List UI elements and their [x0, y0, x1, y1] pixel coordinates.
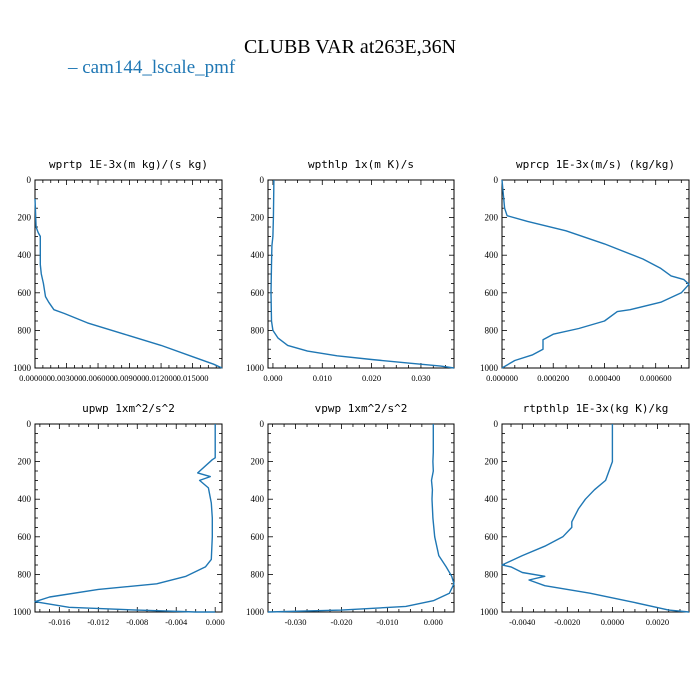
subplot-1: wprtp 1E-3x(m kg)/(s kg) 0 200 400 600 800 100… — [13, 158, 223, 383]
x-tick-label: 0.010 — [313, 373, 332, 383]
x-tick-label: -0.020 — [330, 617, 352, 627]
legend: – cam144_lscale_pmf — [68, 57, 235, 79]
y-tick-label: 0 — [27, 419, 32, 429]
y-tick-label: 0 — [494, 175, 499, 185]
x-tick-label: 0.009000 — [114, 373, 146, 383]
y-tick-label: 600 — [485, 532, 499, 542]
legend-label: cam144_lscale_pmf — [82, 57, 236, 78]
y-tick-label: 400 — [251, 494, 265, 504]
series-line — [34, 424, 216, 613]
series-line — [501, 424, 690, 613]
y-tick-label: 200 — [18, 457, 32, 467]
x-tick-label: -0.008 — [126, 617, 148, 627]
y-tick-label: 200 — [18, 213, 32, 223]
x-tick-label: 0.000 — [263, 373, 282, 383]
y-tick-label: 1000 — [13, 363, 32, 373]
subplot-6: rtpthlp 1E-3x(kg K)/kg02004006008001000-… — [480, 402, 690, 627]
x-tick-label: 0.0020 — [646, 617, 669, 627]
x-tick-label: 0.020 — [362, 373, 381, 383]
plot-frame — [501, 423, 690, 613]
y-tick-label: 1000 — [480, 363, 499, 373]
y-tick-label: 0 — [27, 175, 32, 185]
y-tick-label: 800 — [251, 569, 265, 579]
y-tick-label: 400 — [18, 494, 32, 504]
subplot-title: wprcp 1E-3x(m/s) (kg/kg) — [516, 158, 675, 171]
subplot-title: upwp 1xm^2/s^2 — [82, 402, 175, 415]
x-tick-label: 0.030 — [411, 373, 430, 383]
x-tick-label: 0.000200 — [537, 373, 569, 383]
y-tick-label: 1000 — [246, 363, 265, 373]
x-tick-label: 0.000 — [206, 617, 225, 627]
subplot-title: wpthlp 1x(m K)/s — [308, 158, 414, 171]
x-tick-label: 0.000400 — [589, 373, 621, 383]
y-tick-label: 1000 — [480, 607, 499, 617]
y-tick-label: 0 — [494, 419, 499, 429]
subplot-3: wprcp 1E-3x(m/s) (kg/kg) 0 200 400 600 800 100… — [480, 158, 690, 383]
x-tick-label: -0.004 — [165, 617, 188, 627]
y-tick-label: 1000 — [13, 607, 32, 617]
x-tick-label: 0.000 — [424, 617, 443, 627]
y-tick-label: 800 — [485, 569, 499, 579]
series-line — [34, 198, 223, 369]
subplot-4: upwp 1xm^2/s^2 0 200 400 600 800 1000 -0.016 -0.… — [13, 402, 225, 627]
y-tick-label: 200 — [485, 213, 499, 223]
y-tick-label: 400 — [251, 250, 265, 260]
y-tick-label: 400 — [18, 250, 32, 260]
plot-frame — [34, 423, 223, 613]
series-line — [501, 179, 690, 369]
y-tick-label: 600 — [485, 288, 499, 298]
y-tick-label: 200 — [251, 457, 265, 467]
x-tick-label: 0.0000 — [601, 617, 624, 627]
plot-frame — [501, 179, 690, 369]
series-line — [270, 179, 455, 369]
y-tick-label: 1000 — [246, 607, 265, 617]
y-tick-label: 200 — [485, 457, 499, 467]
y-tick-label: 0 — [260, 175, 265, 185]
legend-line-icon: – — [68, 57, 78, 78]
subplot-title: wprtp 1E-3x(m kg)/(s kg) — [49, 158, 208, 171]
y-tick-label: 0 — [260, 419, 265, 429]
x-tick-label: -0.012 — [87, 617, 109, 627]
y-tick-label: 400 — [485, 494, 499, 504]
y-tick-label: 800 — [18, 325, 32, 335]
x-tick-label: -0.0020 — [554, 617, 580, 627]
figure-title: CLUBB VAR at263E,36N — [243, 36, 457, 58]
y-tick-label: 200 — [251, 213, 265, 223]
y-tick-label: 400 — [485, 250, 499, 260]
y-tick-label: 600 — [251, 288, 265, 298]
x-tick-label: -0.0040 — [509, 617, 535, 627]
y-tick-label: 800 — [485, 325, 499, 335]
x-tick-label: 0.006000 — [82, 373, 114, 383]
x-tick-label: 0.000000 — [19, 373, 51, 383]
plot-frame — [267, 423, 455, 613]
plot-frame — [34, 179, 223, 369]
series-line — [267, 424, 455, 613]
x-tick-label: 0.000600 — [640, 373, 672, 383]
x-tick-label: 0.000000 — [486, 373, 518, 383]
subplot-title: vpwp 1xm^2/s^2 — [315, 402, 408, 415]
subplot-5: vpwp 1xm^2/s^2 0 200 400 600 800 1000 -0.030 -0.… — [246, 402, 455, 627]
x-tick-label: -0.030 — [285, 617, 307, 627]
y-tick-label: 600 — [251, 532, 265, 542]
y-tick-label: 600 — [18, 288, 32, 298]
subplot-title: rtpthlp 1E-3x(kg K)/kg — [523, 402, 669, 415]
x-tick-label: 0.003000 — [51, 373, 83, 383]
x-tick-label: -0.010 — [376, 617, 398, 627]
plot-frame — [267, 179, 455, 369]
x-tick-label: -0.016 — [48, 617, 70, 627]
y-tick-label: 600 — [18, 532, 32, 542]
y-tick-label: 800 — [18, 569, 32, 579]
y-tick-label: 800 — [251, 325, 265, 335]
x-tick-label: 0.012000 — [145, 373, 177, 383]
x-tick-label: 0.015000 — [177, 373, 209, 383]
